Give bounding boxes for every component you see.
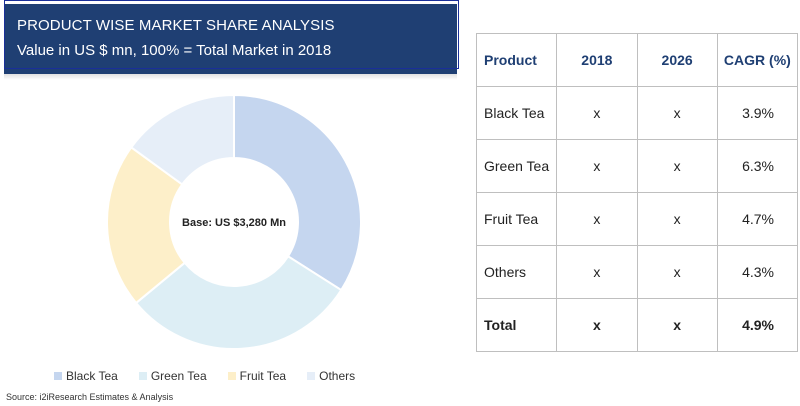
- table-cell: Black Tea: [475, 86, 558, 140]
- table-cell: Fruit Tea: [475, 192, 558, 246]
- table-total-row: Total x x 4.9%: [475, 298, 799, 352]
- table-cell: x: [556, 86, 638, 140]
- table-cell: 4.9%: [716, 298, 799, 352]
- donut-chart: Base: US $3,280 Mn: [106, 93, 362, 350]
- table-cell: 6.3%: [716, 139, 799, 193]
- legend-label: Green Tea: [150, 369, 207, 383]
- table-cell: x: [636, 245, 718, 299]
- table-cell: x: [556, 298, 638, 352]
- column-header: 2026: [636, 33, 718, 87]
- slice-fruit-tea: [106, 145, 187, 305]
- table-header-row: Product 2018 2026 CAGR (%): [475, 33, 799, 87]
- table-cell: x: [636, 139, 718, 193]
- header-title: PRODUCT WISE MARKET SHARE ANALYSIS: [17, 17, 335, 34]
- donut-center-label: Base: US $3,280 Mn: [182, 217, 286, 229]
- chart-legend: Black Tea Green Tea Fruit Tea Others: [54, 368, 376, 384]
- source-note: Source: i2iResearch Estimates & Analysis: [6, 392, 174, 402]
- table-row: Others x x 4.3%: [475, 245, 799, 299]
- column-header: Product: [475, 33, 558, 87]
- legend-item-others: Others: [307, 369, 355, 383]
- legend-label: Others: [319, 369, 356, 383]
- legend-label: Fruit Tea: [239, 369, 287, 383]
- table-cell: Others: [475, 245, 558, 299]
- legend-swatch: [54, 372, 62, 380]
- header-banner: PRODUCT WISE MARKET SHARE ANALYSIS Value…: [4, 4, 457, 74]
- table-cell: Green Tea: [475, 139, 558, 193]
- table-cell: x: [556, 192, 638, 246]
- slice-green-tea: [134, 254, 343, 350]
- legend-item-green-tea: Green Tea: [138, 369, 207, 383]
- table-row: Fruit Tea x x 4.7%: [475, 192, 799, 246]
- table-row: Black Tea x x 3.9%: [475, 86, 799, 140]
- legend-swatch: [138, 372, 147, 380]
- slice-black-tea: [233, 93, 362, 292]
- legend-label: Black Tea: [66, 369, 118, 383]
- column-header: 2018: [556, 33, 638, 87]
- table-cell: 4.3%: [716, 245, 799, 299]
- table-cell: 4.7%: [716, 192, 799, 246]
- table-cell: Total: [475, 298, 558, 352]
- market-table: Product 2018 2026 CAGR (%) Black Tea x x…: [475, 33, 799, 352]
- legend-swatch: [227, 372, 236, 380]
- table-cell: x: [556, 245, 638, 299]
- header-subtitle: Value in US $ mn, 100% = Total Market in…: [17, 42, 332, 59]
- table-cell: x: [556, 139, 638, 193]
- table-cell: x: [636, 298, 718, 352]
- legend-item-black-tea: Black Tea: [54, 369, 118, 383]
- legend-item-fruit-tea: Fruit Tea: [227, 369, 287, 383]
- legend-swatch: [307, 372, 316, 380]
- table-cell: 3.9%: [716, 86, 799, 140]
- slice-others: [129, 93, 235, 186]
- column-header: CAGR (%): [716, 33, 799, 87]
- table-row: Green Tea x x 6.3%: [475, 139, 799, 193]
- table-cell: x: [636, 192, 718, 246]
- table-cell: x: [636, 86, 718, 140]
